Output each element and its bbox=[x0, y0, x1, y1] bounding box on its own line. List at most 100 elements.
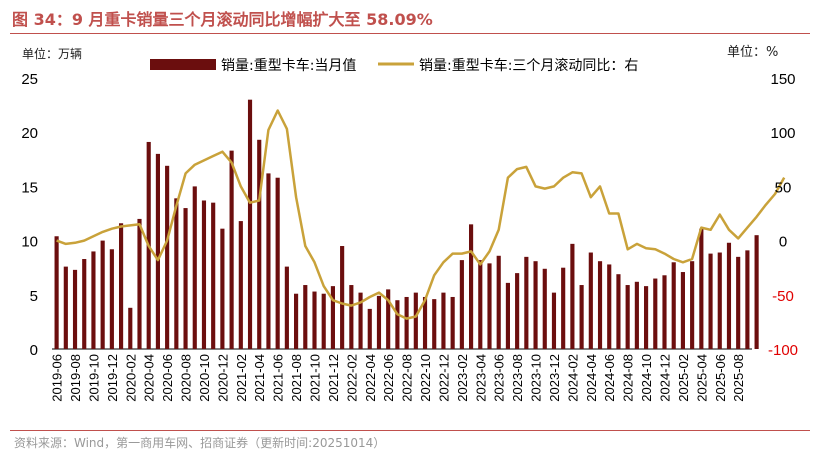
bar-2019-09 bbox=[82, 259, 87, 349]
right-axis-unit: 单位：% bbox=[727, 45, 779, 60]
bar-2024-07 bbox=[616, 274, 621, 349]
bar-2021-07 bbox=[284, 266, 289, 349]
x-tick-label: 2020-08 bbox=[179, 354, 194, 402]
x-tick-label: 2022-02 bbox=[344, 354, 359, 402]
x-tick-label: 2022-04 bbox=[363, 354, 378, 402]
bar-2025-06 bbox=[717, 252, 722, 349]
right-tick-label: 50 bbox=[775, 179, 792, 196]
bar-2021-03 bbox=[247, 99, 253, 350]
x-tick-label: 2022-10 bbox=[418, 354, 433, 402]
bar-2022-05 bbox=[376, 295, 382, 349]
bar-2020-01 bbox=[119, 223, 124, 349]
line-yoy-rolling bbox=[56, 109, 786, 320]
x-tick-label: 2020-04 bbox=[142, 354, 157, 402]
bar-2025-02 bbox=[680, 272, 685, 349]
x-tick-label: 2020-02 bbox=[123, 354, 138, 402]
bar-2020-08 bbox=[183, 208, 188, 349]
x-tick-label: 2025-02 bbox=[676, 354, 691, 402]
x-tick-label: 2025-04 bbox=[694, 354, 709, 402]
bar-2022-02 bbox=[349, 285, 354, 349]
x-tick-label: 2022-06 bbox=[381, 354, 396, 402]
bar-2023-10 bbox=[533, 261, 538, 349]
bar-2021-06 bbox=[275, 177, 280, 349]
bar-2020-02 bbox=[128, 307, 133, 349]
bar-2022-09 bbox=[413, 292, 418, 349]
x-tick-label: 2023-08 bbox=[510, 354, 525, 402]
bar-2019-10 bbox=[91, 251, 96, 349]
bar-2023-08 bbox=[515, 273, 520, 349]
bar-undefined bbox=[754, 235, 759, 349]
bar-2021-11 bbox=[321, 293, 326, 349]
bar-2024-05 bbox=[597, 261, 603, 349]
bar-2025-04 bbox=[699, 228, 704, 349]
bar-2022-07 bbox=[395, 300, 400, 349]
bar-series bbox=[54, 99, 759, 350]
bar-2024-11 bbox=[653, 278, 658, 349]
x-tick-label: 2021-12 bbox=[326, 354, 341, 402]
bar-2024-10 bbox=[644, 286, 649, 349]
x-tick-label: 2021-08 bbox=[289, 354, 304, 402]
bar-2025-01 bbox=[671, 262, 676, 349]
x-tick-label: 2019-12 bbox=[105, 354, 120, 402]
bar-2023-11 bbox=[542, 268, 547, 349]
bar-2021-02 bbox=[238, 221, 243, 349]
chart-title: 图 34：9 月重卡销量三个月滚动同比增幅扩大至 58.09% bbox=[12, 10, 433, 29]
x-tick-label: 2025-08 bbox=[731, 354, 746, 402]
right-tick-label: 150 bbox=[770, 71, 795, 88]
bar-2022-03 bbox=[358, 292, 363, 349]
bar-2023-07 bbox=[505, 282, 510, 349]
legend-bar-swatch bbox=[150, 59, 216, 70]
bar-2023-05 bbox=[487, 263, 492, 349]
bar-2019-11 bbox=[100, 240, 105, 349]
bar-2020-10 bbox=[201, 200, 207, 349]
left-tick-label: 10 bbox=[21, 234, 38, 251]
bar-2025-07 bbox=[726, 242, 732, 349]
bar-2021-08 bbox=[294, 293, 299, 349]
bar-2025-05 bbox=[708, 253, 713, 349]
bar-2021-12 bbox=[330, 286, 335, 349]
x-tick-label: 2019-10 bbox=[86, 354, 101, 402]
bar-2021-05 bbox=[266, 173, 271, 349]
bar-2019-12 bbox=[109, 249, 114, 349]
bar-2023-03 bbox=[469, 224, 474, 349]
bar-2019-06 bbox=[54, 236, 59, 349]
bar-2024-01 bbox=[561, 267, 566, 349]
bar-2020-12 bbox=[220, 228, 225, 349]
left-axis-unit: 单位：万辆 bbox=[22, 47, 83, 61]
source-note: 资料来源：Wind，第一商用车网、招商证券（更新时间:20251014） bbox=[14, 436, 386, 450]
bar-2024-04 bbox=[588, 252, 593, 349]
bar-2020-03 bbox=[137, 218, 142, 349]
x-tick-label: 2023-10 bbox=[529, 354, 544, 402]
x-tick-label: 2020-10 bbox=[197, 354, 212, 402]
bar-2023-04 bbox=[478, 260, 483, 349]
x-tick-label: 2023-06 bbox=[492, 354, 507, 402]
left-tick-label: 5 bbox=[30, 288, 38, 305]
bar-2022-01 bbox=[340, 246, 345, 349]
bar-2020-06 bbox=[165, 165, 170, 349]
legend: 销量:重型卡车:当月值 销量:重型卡车:三个月滚动同比：右 bbox=[150, 57, 638, 74]
bar-2023-01 bbox=[450, 296, 455, 349]
legend-line-label: 销量:重型卡车:三个月滚动同比：右 bbox=[419, 57, 638, 74]
bar-2025-08 bbox=[736, 256, 741, 349]
x-tick-label: 2023-02 bbox=[455, 354, 470, 402]
right-tick-label: 100 bbox=[770, 125, 795, 142]
x-tick-label: 2021-04 bbox=[252, 354, 267, 402]
bar-2024-09 bbox=[634, 281, 639, 349]
bar-2022-10 bbox=[422, 296, 428, 349]
bar-2023-12 bbox=[551, 292, 557, 349]
x-tick-label: 2019-06 bbox=[50, 354, 65, 402]
bar-2025-03 bbox=[690, 261, 695, 349]
bar-2024-03 bbox=[579, 285, 584, 349]
x-tick-label: 2024-10 bbox=[639, 354, 654, 402]
bar-2021-09 bbox=[303, 285, 308, 349]
bar-2022-08 bbox=[404, 296, 409, 349]
bar-2022-12 bbox=[441, 292, 446, 349]
tick-labels: 0 5 10 15 20 25 -100 -50 0 50 100 150 2019-06 2019-08… bbox=[21, 71, 798, 402]
bar-2022-11 bbox=[432, 299, 437, 349]
x-tick-label: 2024-04 bbox=[584, 354, 599, 402]
x-tick-label: 2024-12 bbox=[658, 354, 673, 402]
x-tick-label: 2024-02 bbox=[565, 354, 580, 402]
x-tick-label: 2021-06 bbox=[271, 354, 286, 402]
bar-2021-01 bbox=[229, 150, 234, 349]
x-tick-label: 2020-06 bbox=[160, 354, 175, 402]
